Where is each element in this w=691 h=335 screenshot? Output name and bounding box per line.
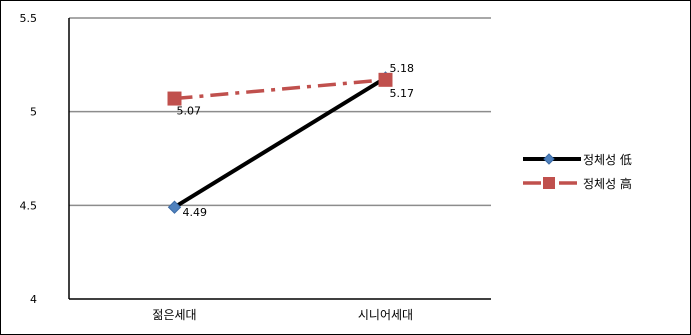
- series-lines: [167, 71, 393, 214]
- data-label: 4.49: [183, 206, 208, 219]
- data-label: 5.18: [390, 62, 415, 75]
- y-tick-label: 5: [30, 106, 37, 119]
- gridlines: [69, 17, 491, 207]
- y-tick-label: 5.5: [20, 12, 38, 25]
- legend-label: 정체성 高: [583, 176, 632, 191]
- legend-label: 정체성 低: [583, 153, 632, 167]
- y-tick-label: 4.5: [20, 199, 38, 212]
- data-point-diamond: [167, 200, 182, 214]
- data-point-square: [167, 91, 182, 106]
- legend-marker-diamond: [543, 153, 555, 165]
- data-label: 5.07: [177, 105, 202, 118]
- data-labels: 4.49 5.18 5.07 5.17: [177, 62, 415, 219]
- legend: 정체성 低 정체성 高: [523, 153, 632, 191]
- y-tick-label: 4: [30, 293, 37, 306]
- legend-marker-square: [543, 177, 555, 189]
- x-category-label: 젊은세대: [152, 308, 196, 322]
- x-category-label: 시니어세대: [358, 308, 413, 322]
- series-line: [173, 76, 387, 209]
- data-label: 5.17: [390, 87, 415, 100]
- axes: 4 4.5 5 5.5 젊은세대 시니어세대: [20, 12, 491, 322]
- data-point-square: [378, 72, 393, 87]
